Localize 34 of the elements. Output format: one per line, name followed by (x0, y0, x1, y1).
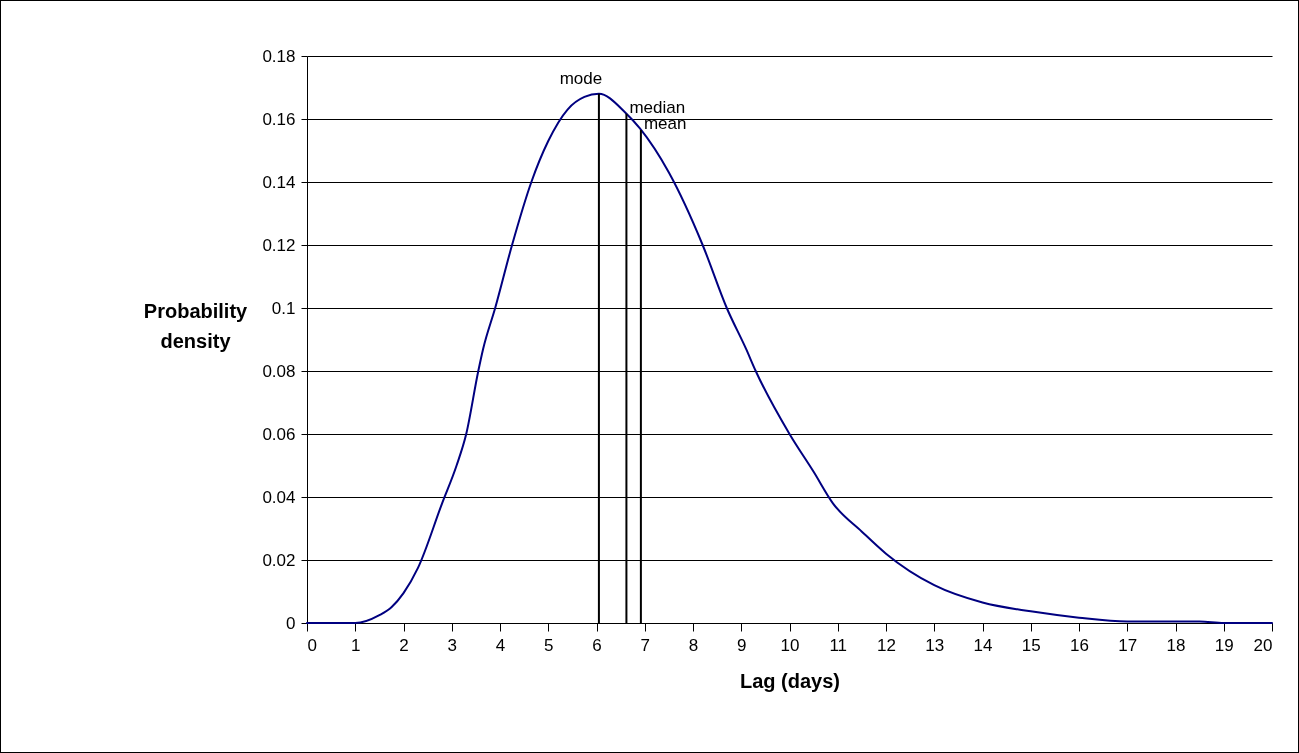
y-tick-label: 0.04 (262, 487, 296, 507)
x-tick-label: 6 (592, 635, 602, 655)
x-tick-label: 15 (1021, 635, 1041, 655)
x-tick-label: 3 (447, 635, 457, 655)
y-tick-label: 0.14 (262, 172, 296, 192)
x-tick-label: 16 (1070, 635, 1089, 655)
y-axis-title: Probability density (143, 299, 249, 352)
x-tick-label: 10 (780, 635, 800, 655)
x-tick-label: 7 (640, 635, 650, 655)
y-tick-label: 0.16 (262, 109, 296, 129)
x-tick-label: 9 (737, 635, 747, 655)
y-tick-label: 0 (286, 613, 296, 633)
x-tick-label: 13 (925, 635, 945, 655)
x-tick-label: 19 (1214, 635, 1234, 655)
y-tick-label: 0.08 (262, 361, 296, 381)
x-tick-label: 17 (1118, 635, 1138, 655)
x-tick-label: 12 (877, 635, 896, 655)
x-tick-label: 8 (688, 635, 699, 655)
x-tick-label: 18 (1166, 635, 1186, 655)
x-tick-label: 5 (544, 635, 554, 655)
x-tick-label: 4 (495, 635, 506, 655)
ref-line-label: mode (559, 68, 603, 88)
x-tick-label: 0 (307, 635, 317, 655)
x-tick-label: 1 (351, 635, 361, 655)
y-tick-label: 0.12 (262, 235, 296, 255)
x-tick-label: 14 (973, 635, 993, 655)
x-tick-label: 20 (1253, 635, 1273, 655)
x-tick-label: 11 (829, 635, 848, 655)
y-tick-label: 0.1 (271, 298, 296, 318)
y-tick-label: 0.06 (262, 424, 296, 444)
x-axis-title: Lag (days) (739, 669, 841, 692)
y-tick-label: 0.18 (262, 46, 296, 66)
y-tick-label: 0.02 (262, 550, 296, 570)
x-tick-label: 2 (399, 635, 409, 655)
